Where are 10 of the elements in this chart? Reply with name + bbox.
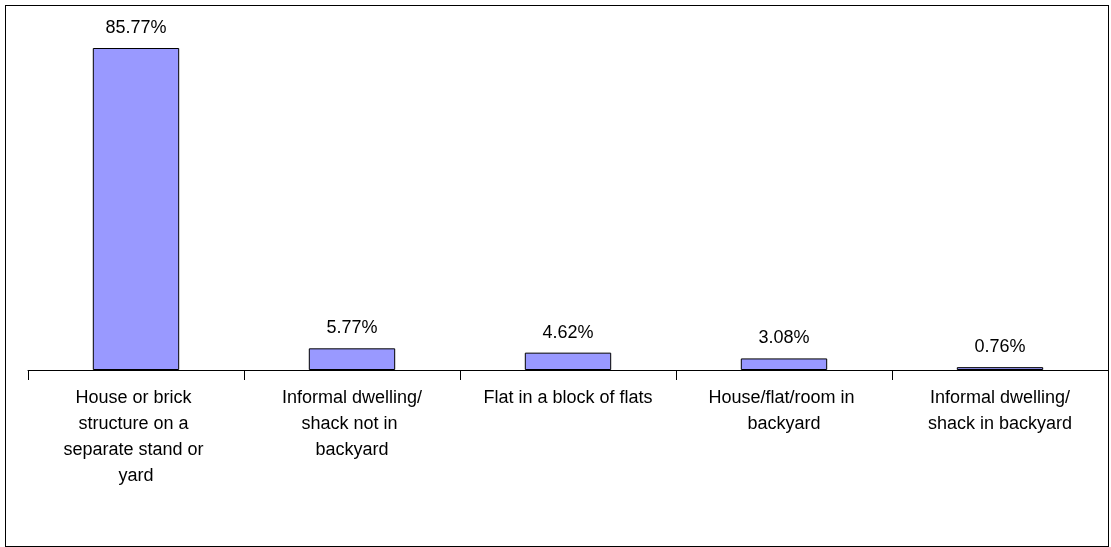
x-tick-label: Informal dwelling/shack not in backyard: [281, 387, 423, 459]
x-tick-label: Informal dwelling/shack in backyard: [927, 387, 1073, 433]
x-tick-label: House or brick structure on a separate stand or yard: [63, 387, 209, 485]
data-label: 85.77%: [105, 17, 167, 37]
data-label: 5.77%: [326, 317, 378, 338]
data-label: 3.08%: [758, 327, 810, 348]
x-tick-label: House/flat/room in backyard: [708, 387, 860, 433]
data-label: 4.62%: [542, 321, 594, 342]
data-label: 0.76%: [974, 336, 1026, 357]
x-tick-label: Flat in a block of flats: [483, 387, 653, 407]
